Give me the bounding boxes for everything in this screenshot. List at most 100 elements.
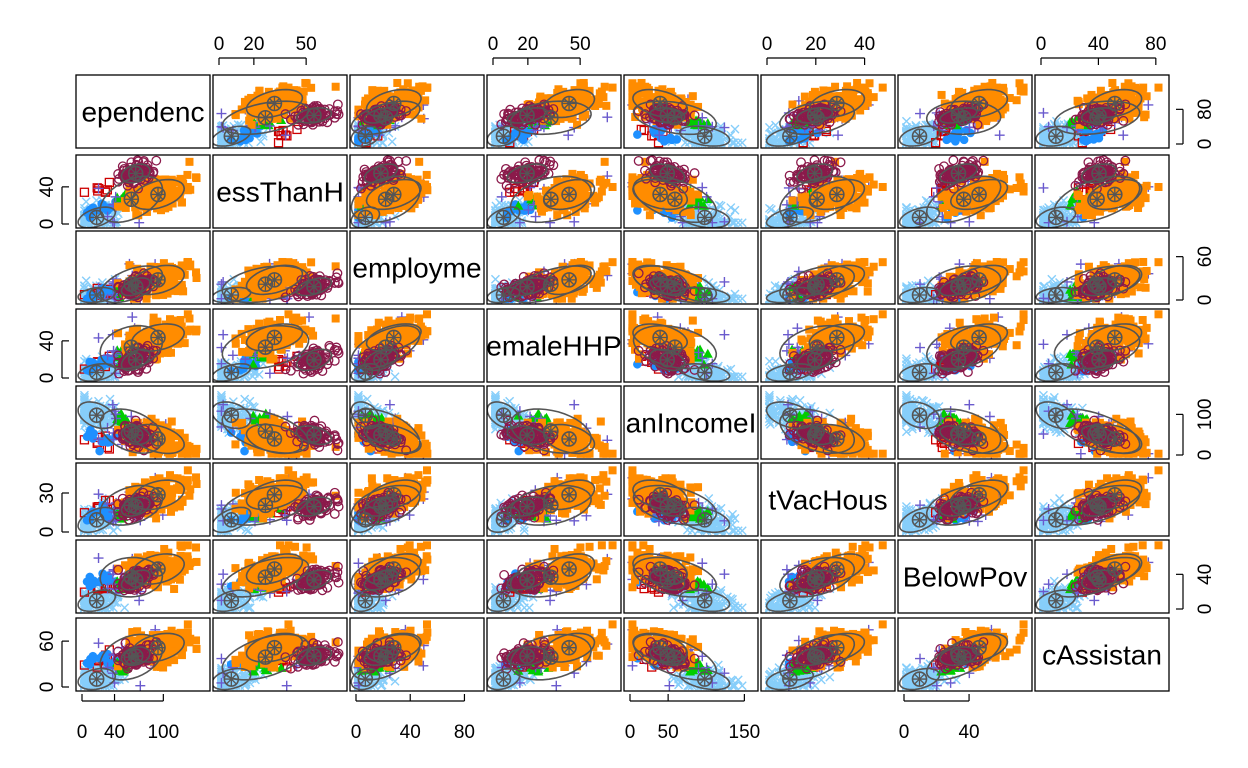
- data-point: [364, 195, 373, 204]
- data-point: [641, 157, 650, 166]
- data-point: [989, 92, 998, 101]
- data-point: [1087, 90, 1096, 99]
- data-point: [863, 98, 872, 107]
- group-centroid-mark: [562, 187, 577, 202]
- data-point: [937, 90, 946, 99]
- data-point: [686, 100, 695, 109]
- data-point: [167, 181, 176, 190]
- group-ellipse: [120, 163, 151, 184]
- data-point: [973, 85, 982, 94]
- data-point: [645, 211, 654, 220]
- data-point: [841, 86, 850, 95]
- group-ellipse: [221, 100, 310, 136]
- data-point: [536, 195, 545, 204]
- data-point: [850, 100, 859, 109]
- data-point: [563, 110, 572, 119]
- data-point: [141, 162, 152, 173]
- data-point: [640, 112, 649, 121]
- data-point: [282, 96, 291, 105]
- panel-1-4: [623, 154, 759, 229]
- data-point: [1118, 130, 1129, 141]
- panel-0-3: [486, 74, 622, 149]
- group-ellipse: [949, 88, 1009, 119]
- data-point: [1096, 86, 1105, 95]
- data-point: [415, 157, 424, 166]
- group-ellipse: [1035, 125, 1077, 147]
- data-point: [600, 157, 609, 166]
- data-point: [363, 191, 372, 200]
- data-point: [1070, 114, 1081, 125]
- data-point: [273, 114, 282, 123]
- group-ellipse: [487, 206, 521, 228]
- data-point: [523, 109, 533, 120]
- group-ellipse: [350, 175, 421, 224]
- panel-plot-area: [627, 78, 747, 148]
- data-point: [602, 178, 611, 187]
- data-point: [783, 107, 794, 118]
- group-centroid-mark: [386, 96, 401, 111]
- data-point: [686, 105, 695, 114]
- data-point: [737, 138, 747, 148]
- data-point: [631, 186, 640, 195]
- panel-0-7: [1034, 74, 1170, 149]
- data-point: [405, 202, 414, 211]
- data-point: [1016, 86, 1025, 95]
- data-point: [705, 133, 715, 143]
- data-point: [165, 196, 174, 205]
- data-point: [1141, 110, 1150, 119]
- data-point: [415, 82, 424, 91]
- data-point: [539, 166, 550, 177]
- data-point: [570, 180, 579, 189]
- data-point: [576, 83, 585, 92]
- group-centroid-mark: [89, 210, 104, 225]
- data-point: [954, 87, 963, 96]
- group-ellipse: [99, 175, 164, 224]
- group-centroid-mark: [128, 166, 143, 181]
- data-point: [833, 130, 844, 141]
- data-point: [1015, 79, 1024, 88]
- data-point: [654, 203, 663, 212]
- data-point: [231, 111, 240, 120]
- group-ellipse: [1080, 106, 1118, 124]
- data-point: [216, 108, 227, 119]
- panel-frame: [1034, 74, 1170, 149]
- data-point: [307, 83, 316, 92]
- data-point: [570, 198, 579, 207]
- data-point: [375, 202, 384, 211]
- data-point: [719, 122, 730, 133]
- group-centroid-mark: [1048, 129, 1063, 144]
- group-centroid-mark: [358, 129, 373, 144]
- group-centroid-mark: [1090, 110, 1105, 125]
- data-point: [556, 195, 565, 204]
- data-point: [541, 186, 550, 195]
- data-point: [383, 90, 392, 99]
- data-point: [163, 186, 172, 195]
- data-point: [185, 157, 194, 166]
- data-point: [585, 179, 594, 188]
- data-point: [1142, 92, 1151, 101]
- panel-plot-area: [764, 78, 887, 148]
- panel-plot-area: [487, 155, 617, 228]
- group-ellipse: [509, 175, 592, 224]
- data-point: [331, 82, 340, 91]
- data-point: [164, 202, 173, 211]
- data-point: [1090, 130, 1100, 139]
- data-point: [256, 137, 266, 147]
- data-point: [570, 86, 579, 95]
- data-point: [666, 87, 675, 96]
- data-point: [583, 92, 592, 101]
- data-point: [177, 198, 186, 207]
- panel-0-0: ependenc: [75, 74, 211, 149]
- data-point: [183, 170, 192, 179]
- data-point: [354, 105, 363, 114]
- data-point: [245, 116, 254, 125]
- data-point: [403, 100, 412, 109]
- data-point: [565, 181, 574, 190]
- data-point: [996, 101, 1005, 110]
- data-point: [1038, 107, 1049, 118]
- data-point: [817, 94, 826, 103]
- group-centroid-mark: [829, 96, 844, 111]
- data-point: [843, 105, 852, 114]
- data-point: [848, 86, 857, 95]
- data-point: [252, 97, 261, 106]
